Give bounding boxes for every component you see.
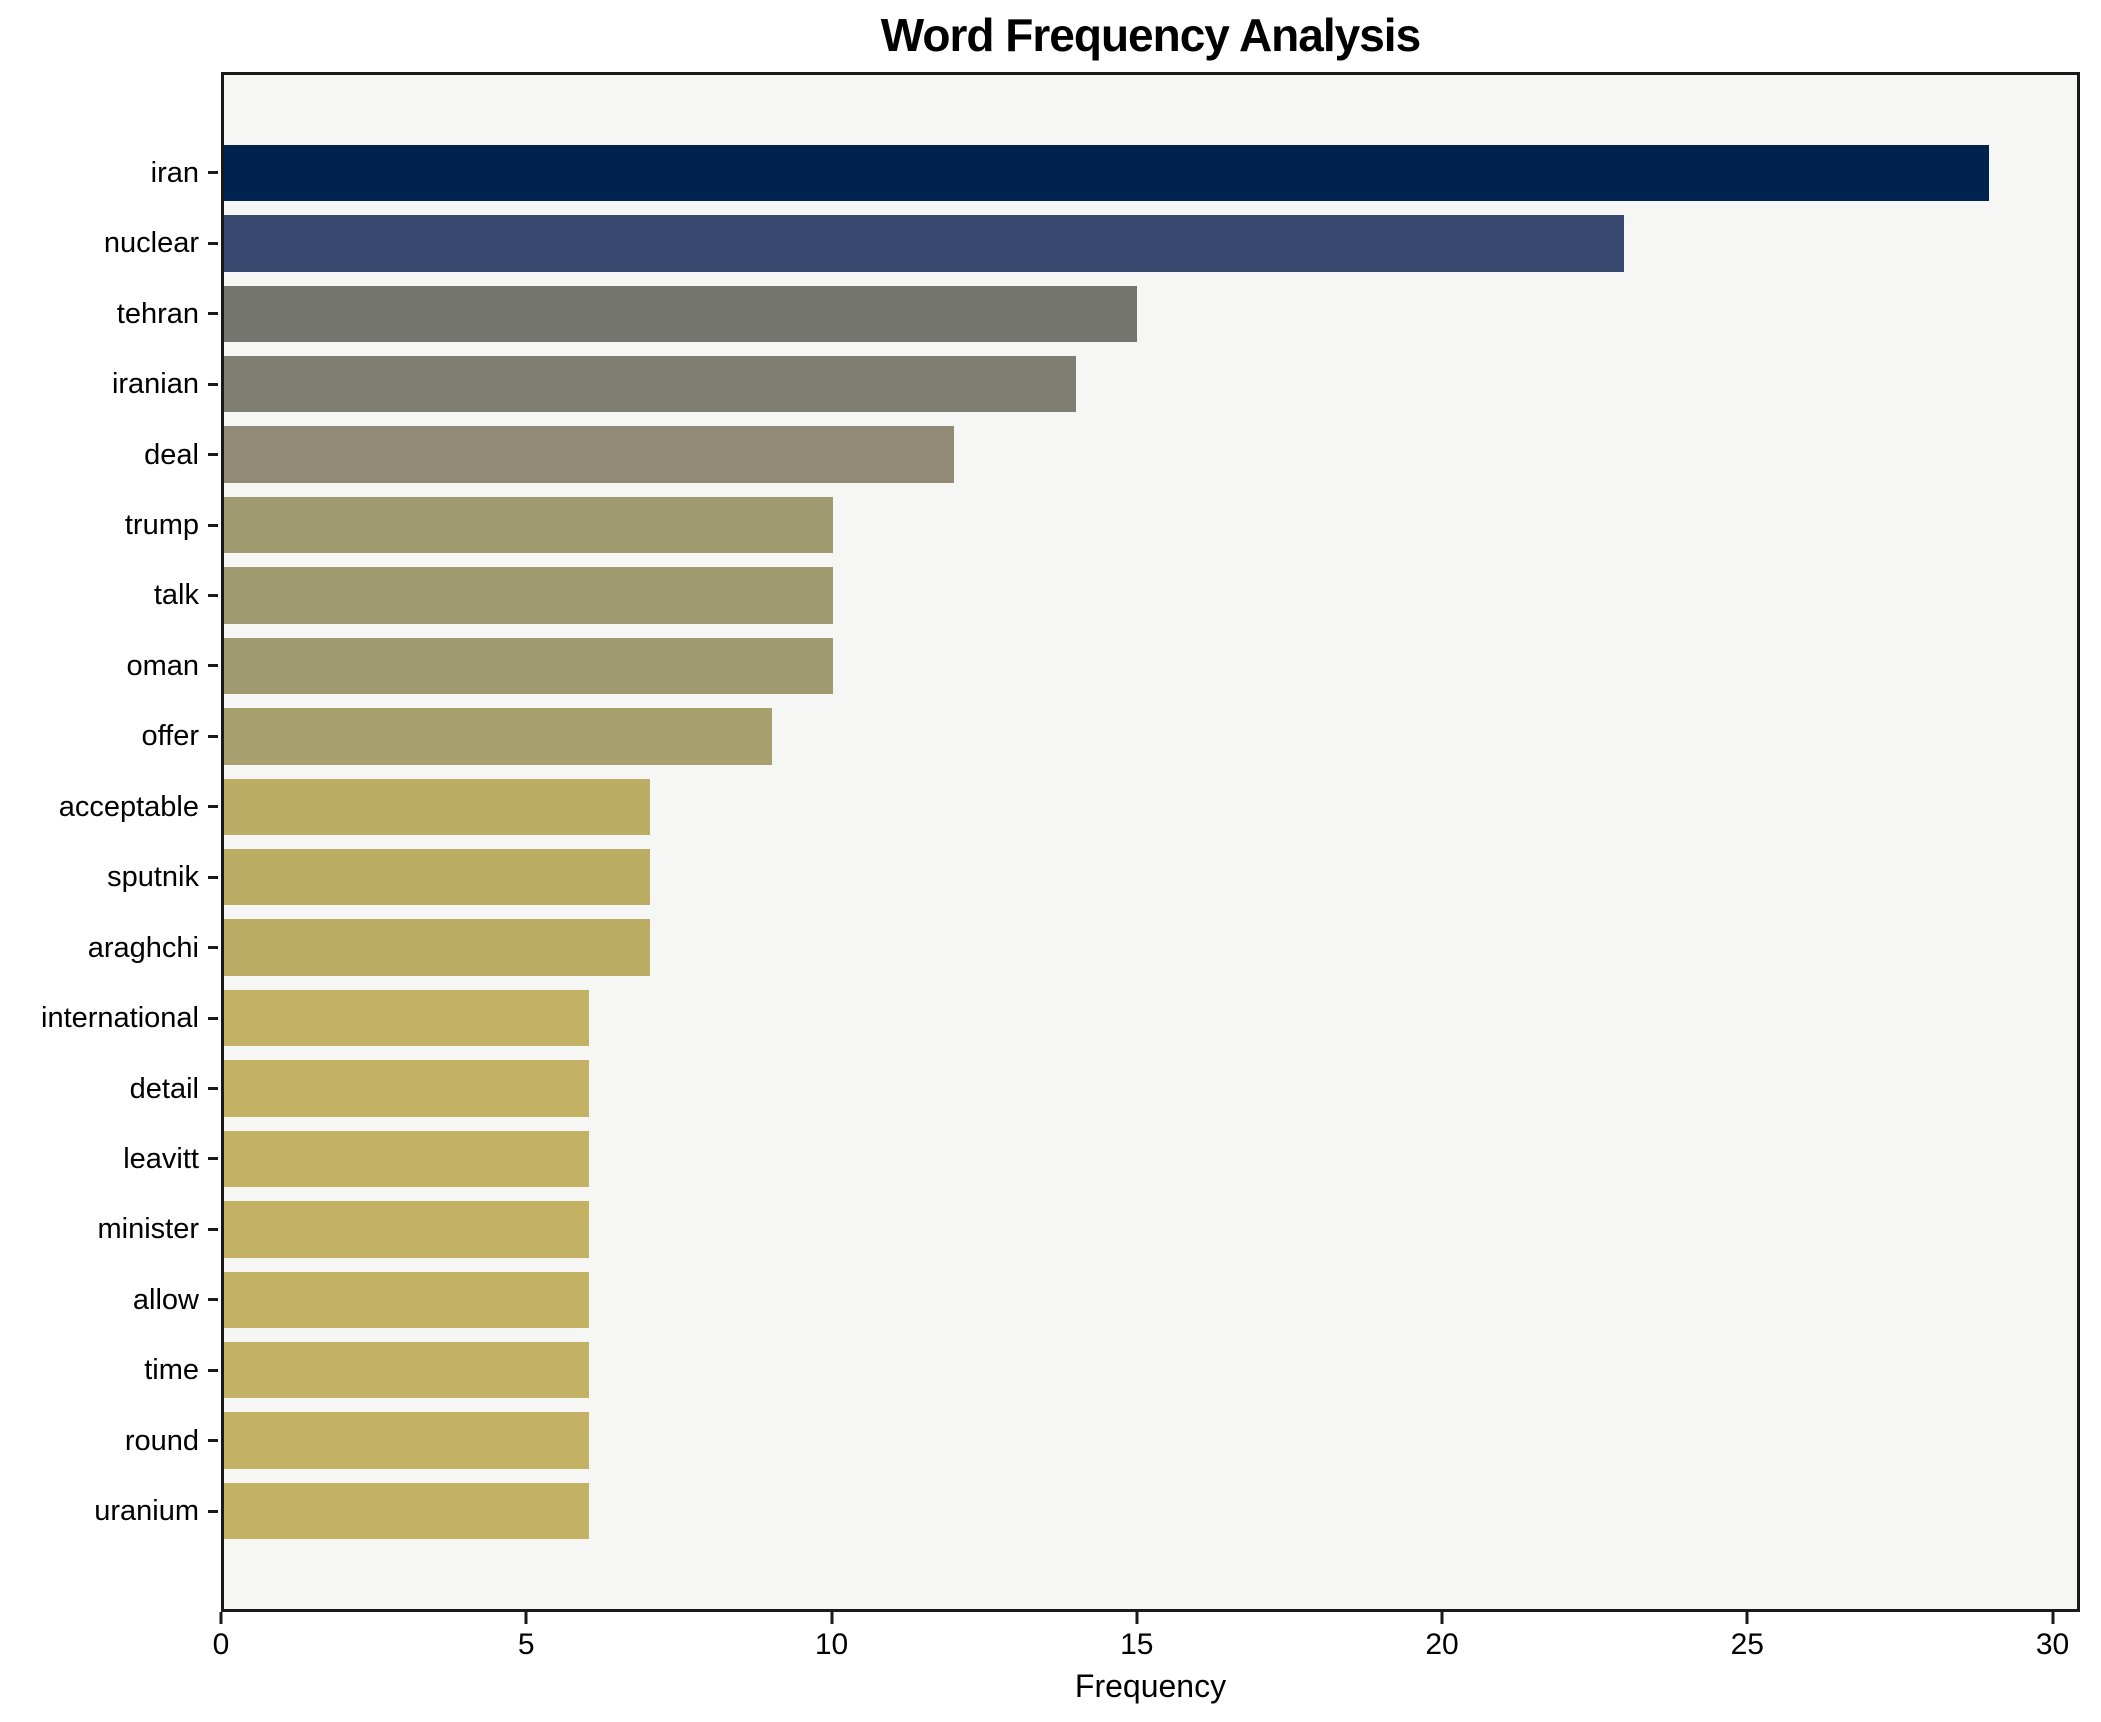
x-tick-label-25: 25	[1730, 1628, 1764, 1661]
y-tick-mark	[208, 1087, 218, 1090]
y-tick-mark	[208, 734, 218, 738]
bar-detail	[224, 1060, 590, 1117]
y-tick-mark	[208, 171, 218, 175]
y-tick-label-offer: offer	[141, 720, 199, 753]
y-tick-label-allow: allow	[132, 1283, 199, 1316]
y-tick-mark	[208, 382, 218, 386]
x-tick-mark	[1135, 1612, 1139, 1624]
y-tick-label-international: international	[41, 1002, 199, 1035]
y-tick-label-iran: iran	[150, 156, 199, 189]
bar-deal	[224, 426, 955, 483]
bar-allow	[224, 1271, 590, 1328]
bar-araghchi	[224, 919, 650, 976]
bar-trump	[224, 496, 833, 554]
y-tick-label-uranium: uranium	[94, 1495, 199, 1528]
y-tick-label-oman: oman	[126, 649, 199, 682]
y-tick-mark	[208, 1227, 218, 1231]
y-tick-label-tehran: tehran	[116, 297, 199, 330]
y-tick-mark	[208, 1439, 218, 1443]
y-tick-label-iranian: iranian	[111, 368, 199, 401]
y-tick-mark	[208, 664, 218, 668]
y-tick-label-trump: trump	[124, 509, 199, 542]
bar-acceptable	[224, 778, 650, 835]
x-tick-label-15: 15	[1120, 1628, 1154, 1661]
bar-round	[224, 1412, 590, 1469]
x-tick-mark	[524, 1612, 528, 1624]
y-tick-mark	[208, 1298, 218, 1302]
y-tick-mark	[208, 1157, 218, 1161]
y-tick-mark	[208, 312, 218, 316]
bar-offer	[224, 708, 772, 765]
x-tick-mark	[2051, 1612, 2055, 1624]
bar-nuclear	[224, 215, 1624, 272]
x-tick-mark	[1440, 1612, 1444, 1624]
bar-iranian	[224, 356, 1076, 413]
y-tick-mark	[208, 1368, 218, 1372]
bar-uranium	[224, 1482, 590, 1540]
y-tick-label-acceptable: acceptable	[58, 790, 199, 823]
y-tick-mark	[208, 1016, 218, 1020]
x-tick-label-20: 20	[1425, 1628, 1459, 1661]
x-tick-mark	[1745, 1612, 1749, 1624]
y-tick-label-time: time	[144, 1354, 199, 1387]
y-tick-mark	[208, 241, 218, 245]
y-tick-mark	[208, 805, 218, 809]
y-tick-label-leavitt: leavitt	[123, 1142, 199, 1175]
y-tick-label-araghchi: araghchi	[87, 931, 199, 964]
bar-iran	[224, 144, 1989, 202]
y-tick-label-detail: detail	[129, 1072, 199, 1105]
x-axis: 0 5 10 15 20 25 30	[213, 1612, 2080, 1722]
y-tick-mark	[208, 946, 218, 950]
plot-area	[221, 72, 2080, 1612]
chart-title: Word Frequency Analysis	[880, 9, 1421, 61]
y-tick-mark	[208, 1509, 218, 1513]
bar-international	[224, 989, 590, 1047]
x-tick-mark	[219, 1612, 223, 1624]
y-axis: iran nuclear tehran iranian deal trump talk oma…	[0, 72, 221, 1612]
bar-minister	[224, 1201, 590, 1258]
y-tick-mark	[208, 593, 218, 597]
y-tick-label-sputnik: sputnik	[107, 861, 199, 894]
y-tick-mark	[208, 453, 218, 457]
y-tick-mark	[208, 523, 218, 527]
y-tick-mark	[208, 875, 218, 879]
x-axis-label: Frequency	[1074, 1668, 1227, 1704]
y-tick-label-talk: talk	[153, 579, 199, 612]
y-tick-label-minister: minister	[97, 1213, 199, 1246]
x-tick-label-5: 5	[517, 1628, 535, 1661]
bar-leavitt	[224, 1130, 590, 1188]
bar-tehran	[224, 285, 1137, 342]
x-tick-mark	[830, 1612, 833, 1624]
x-tick-label-10: 10	[814, 1628, 849, 1661]
bar-time	[224, 1342, 590, 1399]
y-tick-label-nuclear: nuclear	[103, 227, 199, 260]
y-tick-label-deal: deal	[144, 438, 199, 471]
y-tick-label-round: round	[124, 1424, 199, 1457]
x-tick-label-0: 0	[212, 1628, 230, 1661]
bar-sputnik	[224, 849, 650, 906]
bar-talk	[224, 567, 833, 624]
x-tick-label-30: 30	[2035, 1628, 2070, 1661]
bar-oman	[224, 637, 833, 695]
